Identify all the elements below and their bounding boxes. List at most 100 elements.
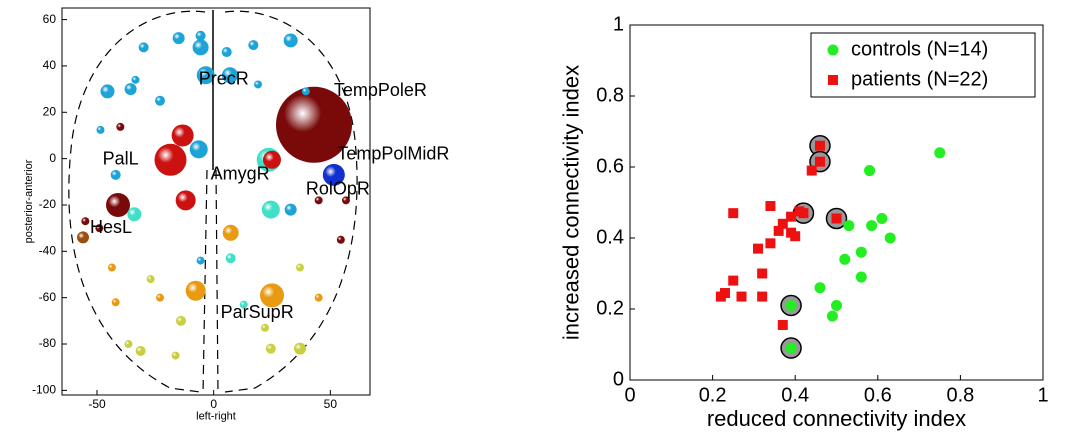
bubble [265, 343, 276, 354]
x-tick-label: 50 [324, 397, 338, 411]
point [855, 246, 867, 258]
y-tick-label: 40 [43, 58, 57, 72]
x-tick-label: -50 [88, 397, 106, 411]
bubble [155, 95, 165, 106]
bubble [135, 345, 146, 356]
x-tick-label: 1 [1037, 384, 1048, 406]
bubble [77, 231, 89, 244]
annotation: RolOpR [306, 179, 370, 199]
bubble [322, 163, 345, 186]
bubble [221, 47, 232, 58]
bubble [189, 140, 208, 159]
y-tick-label: -80 [39, 336, 57, 350]
y-tick-label: 20 [43, 104, 57, 118]
point [785, 299, 797, 311]
y-tick-label: -20 [39, 197, 57, 211]
plot-frame [629, 24, 1044, 381]
bubble [124, 340, 133, 349]
annotation: HesL [90, 217, 132, 237]
bubble [254, 80, 262, 89]
bubble [294, 342, 306, 355]
legend-label: controls (N=14) [851, 38, 988, 60]
annotation: ParSupR [221, 302, 294, 322]
point [814, 282, 826, 294]
bubble [284, 203, 297, 216]
point [884, 232, 896, 244]
point [814, 140, 825, 151]
y-tick-label: 0.6 [596, 155, 624, 177]
bubble [185, 280, 206, 301]
bubble [124, 83, 137, 96]
x-axis-label: left-right [196, 411, 236, 423]
bubble [196, 256, 205, 265]
bubble [239, 300, 248, 309]
y-tick-label: -40 [39, 243, 57, 257]
annotation: PalL [103, 149, 139, 169]
bubble [195, 30, 206, 41]
bubble [138, 42, 149, 53]
point [757, 268, 768, 279]
point [777, 319, 788, 330]
legend-label: patients (N=22) [851, 68, 988, 90]
right-hemisphere [224, 10, 358, 393]
bubble [110, 169, 121, 180]
y-tick-label: 1 [613, 13, 624, 35]
x-tick-label: 0.4 [781, 384, 809, 406]
midline-left [202, 169, 208, 395]
midline-right [215, 169, 219, 395]
legend-box [810, 32, 1036, 98]
bubble [175, 190, 196, 211]
y-tick-label: 60 [43, 12, 57, 26]
bubble [95, 224, 104, 233]
x-tick-label: 0.8 [946, 384, 974, 406]
y-tick-label: 0 [49, 151, 56, 165]
point [831, 299, 842, 311]
bubble [81, 217, 90, 226]
point [786, 211, 797, 222]
bubble [171, 124, 194, 147]
point [826, 310, 838, 322]
bubble [314, 196, 323, 205]
y-tick-label: 0.2 [596, 297, 624, 319]
bubble [156, 293, 164, 302]
bubble [196, 66, 215, 85]
bubble [296, 263, 304, 272]
legend-marker [828, 75, 838, 85]
legend-marker [827, 44, 839, 56]
brain-outline [68, 10, 358, 395]
bubble [314, 293, 323, 302]
bubble [222, 67, 238, 84]
x-tick-label: 0 [624, 384, 635, 406]
point [715, 291, 726, 302]
bubble [116, 122, 125, 131]
y-axis-label: posterior-anterior [23, 159, 35, 243]
bubble [341, 196, 350, 205]
bubble [261, 323, 269, 332]
point [831, 213, 842, 224]
point [794, 206, 805, 217]
point [814, 156, 825, 167]
x-axis-label: reduced connectivity index [707, 406, 966, 431]
bubble [248, 40, 259, 51]
point [855, 271, 867, 283]
bubble [171, 351, 180, 360]
bubble [225, 253, 236, 264]
annotation: TempPolMidR [337, 144, 449, 164]
bubble [260, 283, 284, 308]
point [765, 201, 776, 212]
plot-frame [61, 7, 371, 396]
point [876, 212, 888, 224]
point [765, 238, 776, 249]
bubble [154, 143, 187, 176]
annotation: AmygR [211, 164, 270, 184]
y-tick-label: -100 [32, 383, 56, 397]
x-tick-label: 0 [210, 397, 217, 411]
y-tick-label: -60 [39, 290, 57, 304]
bubble [100, 84, 115, 99]
bubble [176, 315, 186, 326]
point [736, 291, 747, 302]
y-axis-label: increased connectivity index [559, 65, 584, 340]
y-tick-label: 0.4 [596, 226, 624, 248]
